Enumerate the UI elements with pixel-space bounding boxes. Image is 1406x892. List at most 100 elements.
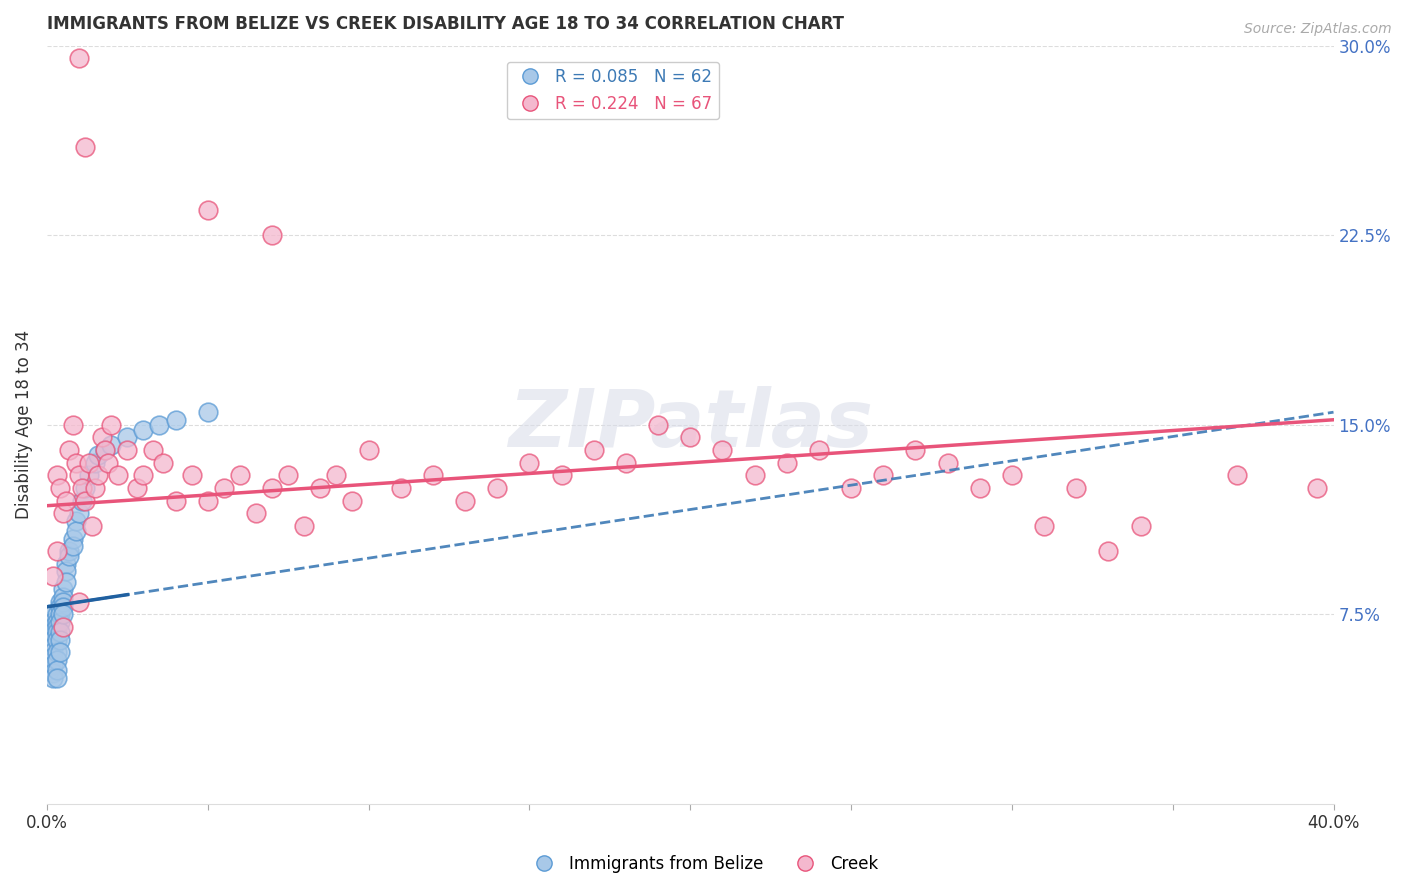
- Point: [260, 481, 283, 495]
- Point: [72, 493, 94, 508]
- Point: [42, 640, 65, 655]
- Point: [49, 607, 72, 622]
- Point: [58, 549, 80, 564]
- Point: [1064, 481, 1087, 495]
- Point: [55, 557, 77, 571]
- Point: [519, 456, 541, 470]
- Point: [97, 456, 120, 470]
- Point: [100, 417, 122, 432]
- Point: [309, 481, 332, 495]
- Point: [39, 663, 62, 677]
- Point: [45, 671, 67, 685]
- Point: [49, 632, 72, 647]
- Point: [90, 430, 112, 444]
- Point: [58, 544, 80, 558]
- Point: [117, 443, 139, 458]
- Point: [39, 632, 62, 647]
- Point: [39, 650, 62, 665]
- Point: [197, 202, 219, 217]
- Point: [45, 620, 67, 634]
- Point: [49, 481, 72, 495]
- Point: [72, 481, 94, 495]
- Point: [42, 645, 65, 659]
- Point: [107, 468, 129, 483]
- Legend: R = 0.085   N = 62, R = 0.224   N = 67: R = 0.085 N = 62, R = 0.224 N = 67: [508, 62, 718, 120]
- Point: [245, 506, 267, 520]
- Point: [229, 468, 252, 483]
- Point: [52, 620, 75, 634]
- Point: [65, 524, 87, 538]
- Point: [904, 443, 927, 458]
- Text: Source: ZipAtlas.com: Source: ZipAtlas.com: [1244, 22, 1392, 37]
- Point: [197, 493, 219, 508]
- Point: [1306, 481, 1329, 495]
- Point: [52, 590, 75, 604]
- Point: [744, 468, 766, 483]
- Point: [39, 620, 62, 634]
- Point: [67, 595, 90, 609]
- Point: [80, 519, 103, 533]
- Point: [42, 650, 65, 665]
- Point: [325, 468, 347, 483]
- Point: [42, 657, 65, 672]
- Point: [84, 456, 107, 470]
- Point: [52, 595, 75, 609]
- Point: [62, 539, 84, 553]
- Point: [1001, 468, 1024, 483]
- Point: [94, 443, 117, 458]
- Point: [75, 140, 97, 154]
- Point: [142, 443, 165, 458]
- Point: [277, 468, 299, 483]
- Point: [100, 438, 122, 452]
- Point: [39, 625, 62, 640]
- Point: [165, 413, 187, 427]
- Point: [62, 532, 84, 546]
- Point: [45, 607, 67, 622]
- Point: [422, 468, 444, 483]
- Text: ZIPatlas: ZIPatlas: [508, 386, 873, 464]
- Point: [260, 228, 283, 243]
- Point: [39, 607, 62, 622]
- Point: [197, 405, 219, 419]
- Point: [45, 544, 67, 558]
- Point: [84, 481, 107, 495]
- Point: [125, 481, 148, 495]
- Point: [839, 481, 862, 495]
- Point: [65, 514, 87, 528]
- Point: [872, 468, 894, 483]
- Point: [49, 599, 72, 614]
- Point: [42, 671, 65, 685]
- Point: [39, 638, 62, 652]
- Point: [45, 645, 67, 659]
- Point: [94, 443, 117, 458]
- Point: [42, 620, 65, 634]
- Point: [969, 481, 991, 495]
- Point: [148, 417, 170, 432]
- Point: [212, 481, 235, 495]
- Point: [39, 645, 62, 659]
- Point: [45, 653, 67, 667]
- Point: [152, 456, 174, 470]
- Point: [42, 569, 65, 583]
- Point: [55, 565, 77, 579]
- Point: [582, 443, 605, 458]
- Text: IMMIGRANTS FROM BELIZE VS CREEK DISABILITY AGE 18 TO 34 CORRELATION CHART: IMMIGRANTS FROM BELIZE VS CREEK DISABILI…: [46, 15, 844, 33]
- Point: [87, 468, 110, 483]
- Point: [49, 595, 72, 609]
- Point: [55, 493, 77, 508]
- Point: [45, 625, 67, 640]
- Point: [55, 574, 77, 589]
- Point: [132, 468, 155, 483]
- Point: [45, 615, 67, 629]
- Point: [58, 443, 80, 458]
- Point: [342, 493, 364, 508]
- Point: [389, 481, 412, 495]
- Point: [39, 657, 62, 672]
- Point: [292, 519, 315, 533]
- Point: [550, 468, 572, 483]
- Point: [679, 430, 702, 444]
- Point: [807, 443, 830, 458]
- Point: [776, 456, 799, 470]
- Point: [49, 615, 72, 629]
- Y-axis label: Disability Age 18 to 34: Disability Age 18 to 34: [15, 330, 32, 519]
